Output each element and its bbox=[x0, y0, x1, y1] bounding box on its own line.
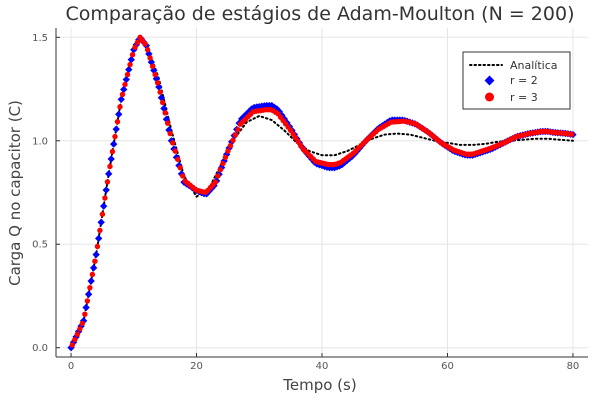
series-r3-point bbox=[147, 55, 153, 61]
series-r3-point bbox=[159, 99, 166, 106]
series-r2-point bbox=[127, 55, 135, 64]
series-r3-point bbox=[117, 104, 123, 110]
series-r3-point bbox=[180, 173, 186, 179]
series-r3-point bbox=[142, 41, 148, 47]
series-r3-point bbox=[107, 163, 113, 170]
series-r3-point bbox=[87, 284, 93, 291]
series-r3-point bbox=[222, 154, 229, 161]
series-r3-point bbox=[227, 143, 234, 149]
y-tick-label: 1.0 bbox=[32, 136, 48, 147]
y-axis-title: Carga Q no capacitor (C) bbox=[6, 100, 24, 286]
series-r3-point bbox=[162, 110, 168, 116]
series-r3-point bbox=[154, 80, 161, 86]
series-r3-point bbox=[89, 271, 96, 278]
y-tick-label: 0.5 bbox=[32, 240, 48, 251]
series-r3-point bbox=[72, 336, 78, 343]
y-tick-label: 0.0 bbox=[32, 343, 48, 354]
series-r3-point bbox=[114, 119, 121, 125]
series-r3-point bbox=[215, 173, 221, 179]
series-r3-point bbox=[230, 137, 236, 144]
series-r3-point bbox=[104, 179, 111, 185]
series-r3-point bbox=[235, 126, 241, 133]
series-r3-point bbox=[99, 211, 106, 217]
legend-label-r3: r = 3 bbox=[510, 91, 538, 104]
series-r3-point bbox=[74, 331, 81, 337]
series-r3-point bbox=[212, 179, 219, 185]
series-r3-point bbox=[127, 61, 133, 68]
series-r3-point bbox=[157, 89, 163, 95]
series-r3-point bbox=[79, 320, 86, 327]
series-r3-point bbox=[109, 148, 116, 155]
series-r2-point bbox=[112, 125, 120, 133]
series-r2-point bbox=[89, 264, 98, 272]
series-r3-point bbox=[172, 148, 178, 154]
series-r3-point bbox=[94, 243, 101, 250]
series-r3-point bbox=[217, 167, 224, 173]
ticks: 0 20 40 60 80 0.0 0.5 1.0 1.5 bbox=[32, 33, 579, 372]
series-r2-point bbox=[82, 303, 90, 312]
series-r3-point bbox=[132, 44, 138, 50]
series-r3-markers bbox=[69, 34, 575, 348]
x-tick-label: 80 bbox=[567, 361, 580, 372]
x-axis-title: Tempo (s) bbox=[282, 376, 356, 394]
series-r3-point bbox=[232, 132, 239, 138]
series-r3-point bbox=[167, 130, 173, 137]
series-r3-point bbox=[152, 71, 158, 78]
plot-series bbox=[67, 34, 577, 352]
x-tick-label: 20 bbox=[190, 361, 203, 372]
series-r3-point bbox=[122, 81, 128, 88]
legend: Analítica r = 2 r = 3 bbox=[462, 51, 571, 110]
legend-box bbox=[462, 51, 571, 110]
series-r3-point bbox=[102, 195, 108, 201]
series-r3-point bbox=[164, 120, 171, 126]
series-r3-point bbox=[84, 298, 91, 304]
series-r3-point bbox=[129, 51, 136, 58]
series-r3-point bbox=[77, 326, 83, 332]
series-r3-point bbox=[568, 131, 575, 138]
chart-title: Comparação de estágios de Adam-Moulton (… bbox=[65, 3, 574, 25]
series-r2-point bbox=[120, 85, 128, 94]
x-tick-label: 60 bbox=[441, 361, 454, 372]
legend-label-analitica: Analítica bbox=[510, 59, 558, 72]
series-r3-point bbox=[124, 71, 131, 78]
series-r2-point bbox=[100, 202, 108, 210]
series-r3-point bbox=[69, 342, 76, 348]
series-r3-point bbox=[82, 311, 88, 317]
series-r3-point bbox=[144, 47, 151, 53]
x-tick-label: 40 bbox=[316, 361, 329, 372]
series-r3-point bbox=[177, 164, 183, 171]
series-r3-point bbox=[92, 258, 98, 264]
series-r3-point bbox=[225, 148, 231, 154]
series-r3-point bbox=[134, 39, 141, 45]
legend-swatch-r3 bbox=[485, 92, 494, 102]
series-r3-point bbox=[175, 156, 181, 163]
series-r3-point bbox=[220, 160, 226, 167]
x-tick-label: 0 bbox=[68, 361, 74, 372]
series-r3-point bbox=[119, 91, 126, 98]
legend-label-r2: r = 2 bbox=[510, 74, 538, 87]
series-r3-point bbox=[97, 227, 103, 234]
series-r3-point bbox=[169, 140, 176, 146]
series-r2-point bbox=[94, 234, 103, 243]
series-r3-point bbox=[149, 63, 156, 69]
y-tick-label: 1.5 bbox=[32, 33, 48, 44]
series-r3-point bbox=[112, 133, 118, 140]
